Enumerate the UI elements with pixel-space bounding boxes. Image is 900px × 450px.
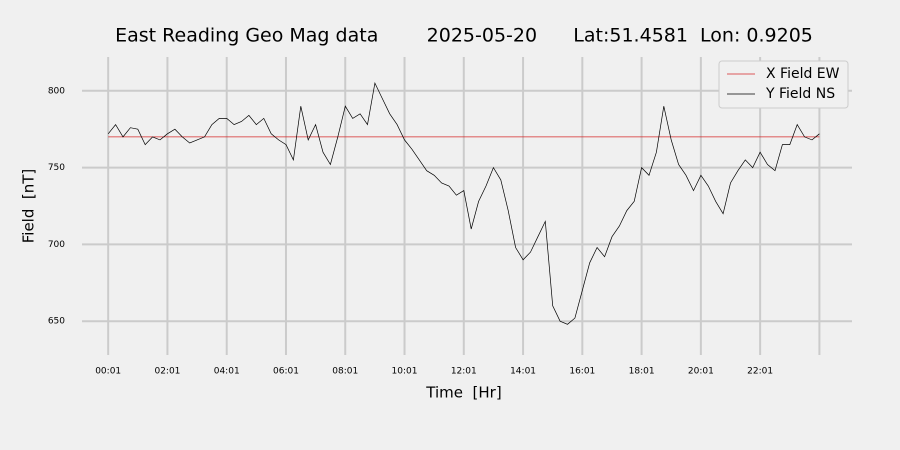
x-tick-label: 08:01 — [332, 367, 358, 377]
legend-label: X Field EW — [766, 66, 840, 82]
legend-label: Y Field NS — [765, 86, 835, 102]
data-line — [107, 81, 820, 325]
x-tick-label: 14:01 — [510, 367, 536, 377]
y-tick-label: 800 — [48, 86, 65, 96]
x-tick-label: 20:01 — [688, 367, 714, 377]
x-tick-label: 04:01 — [214, 367, 240, 377]
x-tick-label: 10:01 — [392, 367, 418, 377]
y-axis-label: Field [nT] — [20, 169, 38, 244]
y-tick-label: 700 — [48, 240, 65, 250]
x-tick-label: 16:01 — [569, 367, 595, 377]
chart-title: East Reading Geo Mag data 2025-05-20 Lat… — [115, 25, 813, 47]
x-tick-label: 02:01 — [154, 367, 180, 377]
legend-box — [718, 60, 849, 109]
x-tick-label: 18:01 — [629, 367, 655, 377]
x-axis-label: Time [Hr] — [425, 384, 501, 402]
x-tick-label: 22:01 — [747, 367, 773, 377]
y-tick-label: 750 — [48, 163, 65, 173]
x-tick-label: 06:01 — [273, 367, 299, 377]
y-tick-label: 650 — [48, 317, 65, 327]
x-tick-label: 00:01 — [95, 367, 121, 377]
x-tick-label: 12:01 — [451, 367, 477, 377]
